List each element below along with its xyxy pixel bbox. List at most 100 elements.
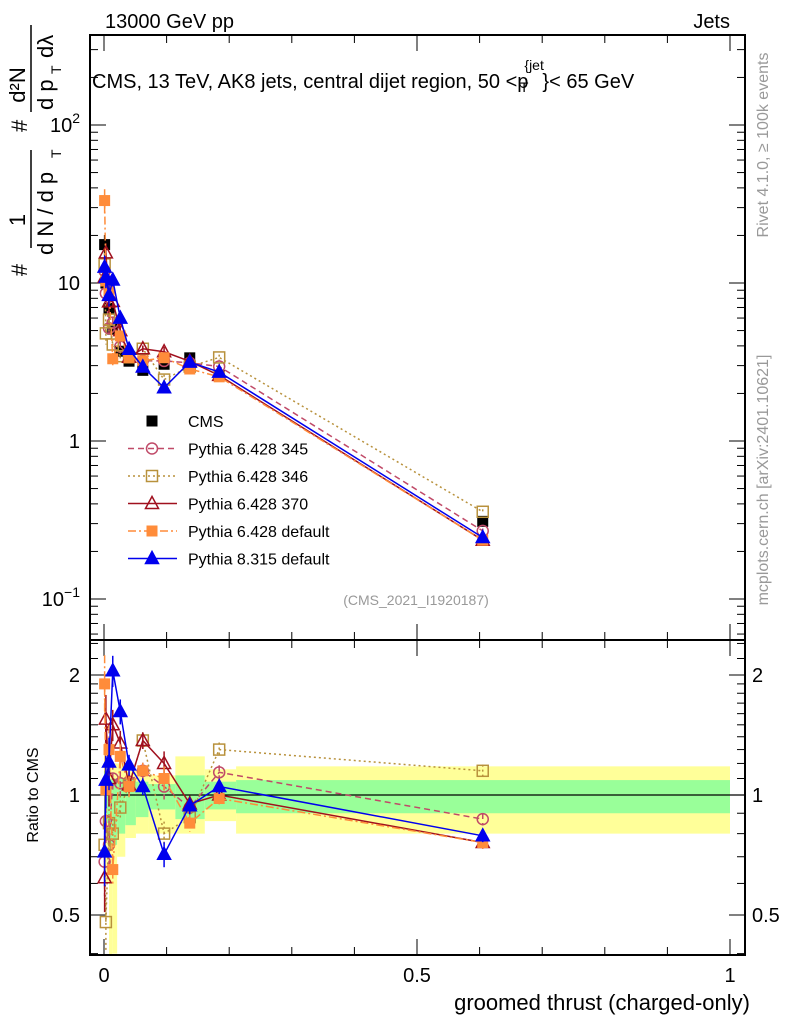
pythia-8-315-default-point bbox=[182, 353, 198, 368]
pythia-6-428-default-point bbox=[123, 352, 135, 364]
pythia-6-428-346-ratio-point bbox=[99, 915, 113, 929]
pythia-6-428-370-ratio-point bbox=[98, 710, 114, 725]
pythia-6-428-default-point bbox=[107, 353, 119, 365]
ratio-y-tick-label: 0.5 bbox=[52, 905, 80, 927]
legend-label: CMS bbox=[188, 414, 224, 431]
cms-point bbox=[158, 358, 170, 370]
legend-marker bbox=[145, 469, 159, 483]
pythia-6-428-346-ratio-point bbox=[157, 827, 171, 840]
pythia-8-315-default-point bbox=[156, 379, 172, 394]
legend-marker bbox=[146, 525, 158, 537]
svg-text:#: # bbox=[7, 263, 32, 276]
svg-text:#: # bbox=[7, 119, 32, 132]
svg-text:dλ: dλ bbox=[33, 35, 58, 58]
pythia-6-428-default-ratio-point bbox=[107, 864, 119, 876]
rivet-label: Rivet 4.1.0, ≥ 100k events bbox=[755, 53, 772, 238]
y-tick-label: 102 bbox=[50, 110, 80, 137]
ratio-y-tick-label: 1 bbox=[752, 785, 763, 807]
pythia-6-428-default-ratio-point bbox=[184, 817, 196, 829]
pythia-8-315-default-point bbox=[121, 340, 137, 355]
legend-marker bbox=[144, 494, 160, 510]
x-tick-label: 0.5 bbox=[403, 965, 431, 987]
x-tick-label: 1 bbox=[724, 965, 735, 987]
pythia-8-315-default-ratio-point bbox=[156, 845, 172, 861]
pythia-8-315-default-ratio-point bbox=[474, 827, 491, 842]
pythia-6-428-default-ratio-point bbox=[158, 773, 170, 785]
header-left: 13000 GeV pp bbox=[105, 11, 234, 33]
svg-text:d²N: d²N bbox=[5, 67, 30, 102]
main-frame bbox=[89, 34, 746, 641]
y-tick-label: 1 bbox=[69, 431, 80, 453]
band-inner bbox=[125, 778, 136, 826]
y-tick-label: 10 bbox=[58, 273, 80, 295]
pythia-6-428-default-point bbox=[114, 330, 126, 342]
legend-label: Pythia 6.428 370 bbox=[188, 497, 308, 514]
pythia-6-428-default-ratio-point bbox=[114, 750, 126, 762]
svg-text:d N / d p: d N / d p bbox=[33, 172, 58, 255]
band-outer bbox=[109, 763, 113, 954]
plot-title: CMS, 13 TeV, AK8 jets, central dijet reg… bbox=[92, 57, 635, 95]
band-inner bbox=[148, 784, 176, 810]
svg-text:d p: d p bbox=[33, 79, 58, 110]
pythia-6-428-345-ratio-point bbox=[212, 766, 226, 779]
pythia-8-315-default-ratio-point bbox=[121, 756, 137, 771]
pythia-6-428-default-ratio-point bbox=[137, 765, 149, 777]
pythia-6-428-370-ratio-point bbox=[135, 731, 151, 747]
header-right: Jets bbox=[693, 11, 730, 33]
pythia-8-315-default-ratio-point bbox=[135, 777, 151, 793]
pythia-6-428-default-ratio-point bbox=[99, 678, 111, 690]
legend-label: Pythia 6.428 345 bbox=[188, 442, 308, 459]
pythia-6-428-default-line bbox=[103, 200, 484, 541]
cms-point bbox=[107, 323, 119, 335]
ratio-plot-data bbox=[96, 655, 491, 951]
pythia-6-428-346-point bbox=[212, 351, 226, 364]
legend: CMS Pythia 6.428 345 Pythia 6.428 346 Pythi… bbox=[128, 414, 330, 569]
pythia-8-315-default-point bbox=[105, 271, 121, 286]
pythia-6-428-default-ratio-point bbox=[123, 781, 135, 793]
pythia-8-315-default-point bbox=[112, 309, 129, 324]
band-outer bbox=[112, 763, 118, 954]
legend-label: Pythia 6.428 default bbox=[188, 524, 330, 541]
pythia-8-315-default-ratio-point bbox=[96, 843, 113, 858]
pythia-6-428-346-ratio-line bbox=[103, 737, 483, 923]
pythia-6-428-default-ratio-point bbox=[213, 792, 225, 804]
analysis-watermark: (CMS_2021_I1920187) bbox=[343, 592, 489, 608]
pythia-8-315-default-ratio-point bbox=[101, 753, 117, 768]
pythia-6-428-default-point bbox=[158, 352, 170, 364]
pythia-6-428-346-point bbox=[476, 505, 489, 519]
x-axis-label: groomed thrust (charged-only) bbox=[454, 990, 750, 1015]
y-tick-label: 10−1 bbox=[42, 584, 80, 611]
x-tick-label: 0 bbox=[98, 965, 109, 987]
svg-text:T: T bbox=[48, 149, 64, 158]
pythia-6-428-default-point bbox=[184, 363, 196, 375]
pythia-6-428-370-point bbox=[135, 340, 151, 355]
axis-ticks: 0 0.5 1 10−1 1 10 102 0.5 0.5 1 1 2 2 bbox=[42, 35, 780, 987]
ratio-y-tick-label: 0.5 bbox=[752, 905, 780, 927]
pythia-8-315-default-point bbox=[101, 286, 117, 302]
legend-label: Pythia 6.428 346 bbox=[188, 469, 308, 486]
pythia-6-428-370-point bbox=[98, 244, 114, 259]
pythia-6-428-default-ratio-point bbox=[477, 837, 489, 849]
pythia-6-428-346-ratio-point bbox=[114, 801, 127, 814]
legend-label: Pythia 8.315 default bbox=[188, 552, 330, 569]
band-outer bbox=[106, 763, 110, 884]
legend-marker bbox=[145, 442, 159, 455]
pythia-8-315-default-ratio-point bbox=[112, 702, 129, 718]
pythia-8-315-default-point bbox=[474, 528, 491, 544]
svg-text:1: 1 bbox=[5, 214, 30, 226]
pythia-8-315-default-point bbox=[211, 363, 227, 378]
pythia-6-428-345-ratio-point bbox=[476, 812, 489, 826]
legend-marker bbox=[146, 415, 158, 427]
pythia-6-428-346-ratio-point bbox=[212, 743, 226, 756]
main-plot-data bbox=[96, 189, 491, 546]
pythia-8-315-default-ratio-point bbox=[211, 777, 227, 793]
band-inner bbox=[236, 780, 730, 814]
legend-marker bbox=[144, 549, 160, 565]
pythia-6-428-345-ratio-line bbox=[103, 769, 483, 862]
pythia-8-315-default-point bbox=[135, 358, 151, 373]
pythia-6-428-default-point bbox=[99, 195, 111, 207]
band-inner bbox=[106, 778, 110, 824]
pythia-6-428-346-point bbox=[102, 313, 116, 326]
pythia-8-315-default-ratio-point bbox=[182, 797, 198, 812]
